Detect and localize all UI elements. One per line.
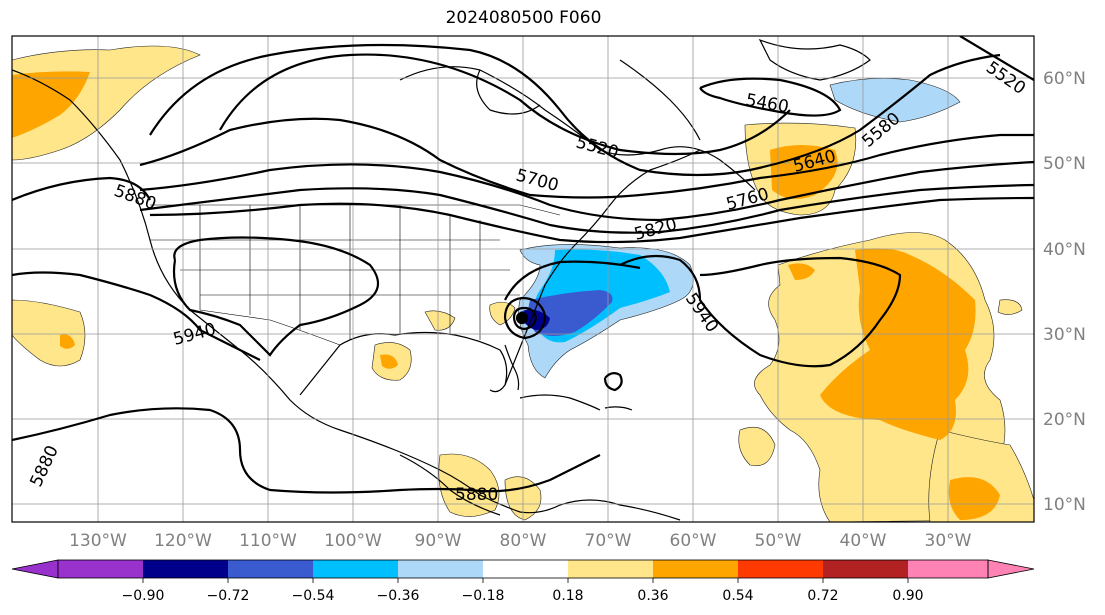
graticule bbox=[12, 36, 1034, 522]
colorbar-frame bbox=[57, 559, 989, 579]
greenland bbox=[758, 38, 871, 81]
negative-anomaly-fill bbox=[518, 78, 961, 379]
colorbar-tick-label: −0.54 bbox=[292, 588, 335, 604]
contour-5640 bbox=[139, 117, 1034, 199]
lat-label: 30°N bbox=[1043, 325, 1086, 345]
north-america-coast bbox=[12, 69, 561, 514]
colorbar: −0.90 −0.72 −0.54 −0.36 −0.18 0.18 0.36 … bbox=[11, 559, 1035, 604]
lon-label: 100°W bbox=[324, 531, 382, 551]
lat-label: 10°N bbox=[1043, 495, 1086, 515]
anomaly-fill-mexico-pacific bbox=[12, 299, 86, 367]
map-frame bbox=[11, 35, 1035, 523]
colorbar-tick-label: −0.36 bbox=[377, 588, 420, 604]
height-contours bbox=[12, 36, 1034, 494]
anomaly-fill-gulf-strong bbox=[380, 354, 398, 369]
us-canada-border bbox=[150, 204, 561, 216]
colorbar-bin bbox=[143, 560, 228, 578]
contour-5520-east bbox=[959, 36, 1034, 81]
colorbar-ticks bbox=[142, 578, 909, 583]
colorbar-tick-label: −0.18 bbox=[462, 588, 505, 604]
anomaly-fill-far-east bbox=[997, 299, 1023, 315]
colorbar-bin bbox=[823, 560, 908, 578]
anomaly-fill-alaska-strong bbox=[12, 71, 90, 138]
colorbar-tick-label: −0.72 bbox=[207, 588, 250, 604]
lon-label: 50°W bbox=[755, 531, 802, 551]
colorbar-tick-label: 0.54 bbox=[722, 588, 753, 604]
contour-5460 bbox=[699, 77, 842, 117]
colorbar-bin bbox=[398, 560, 483, 578]
contour-5940-ridge bbox=[172, 236, 380, 357]
contour-5760 bbox=[139, 183, 1034, 234]
map-panel: 5520 5460 5520 5580 5640 5700 5760 5820 … bbox=[12, 36, 1034, 522]
contour-5880-sw bbox=[12, 407, 601, 494]
contour-5880-north bbox=[12, 176, 151, 202]
east-coast bbox=[504, 149, 701, 386]
contour-label: 5880 bbox=[455, 485, 498, 505]
lat-label: 40°N bbox=[1043, 240, 1086, 260]
contour-hurricane-low-inner bbox=[512, 306, 538, 331]
lat-label: 60°N bbox=[1043, 69, 1086, 89]
lat-label: 20°N bbox=[1043, 410, 1086, 430]
lon-label: 90°W bbox=[415, 531, 462, 551]
anomaly-fill-southeast-us bbox=[489, 301, 516, 326]
colorbar-bin bbox=[568, 560, 653, 578]
hispaniola bbox=[604, 406, 633, 411]
lat-label: 50°N bbox=[1043, 154, 1086, 174]
anomaly-fill-mexico-strong bbox=[60, 334, 75, 349]
lon-label: 110°W bbox=[239, 531, 297, 551]
cuba bbox=[519, 394, 601, 411]
anomaly-fill-gulf-coast bbox=[424, 310, 456, 331]
colorbar-bin bbox=[908, 560, 988, 578]
anomaly-fill-east-pacific-small bbox=[738, 426, 776, 467]
colorbar-tick-label: 0.90 bbox=[892, 588, 923, 604]
anomaly-fill-hurricane-dark bbox=[528, 290, 613, 336]
contour-5700 bbox=[139, 160, 1034, 222]
contour-5940-atlantic bbox=[619, 254, 902, 368]
lon-label: 30°W bbox=[925, 531, 972, 551]
contour-5820 bbox=[149, 196, 1034, 244]
anomaly-fill-central-america bbox=[438, 453, 500, 517]
lon-label: 70°W bbox=[585, 531, 632, 551]
anomaly-fill-east-strong bbox=[948, 477, 1000, 520]
colorbar-min-extend bbox=[11, 559, 59, 579]
lon-label: 40°W bbox=[840, 531, 887, 551]
colorbar-tick-labels: −0.90 −0.72 −0.54 −0.36 −0.18 0.18 0.36 … bbox=[122, 588, 924, 604]
anomaly-fill-ne-atlantic-dot bbox=[788, 263, 815, 280]
contour-5580 bbox=[149, 43, 1001, 177]
colorbar-tick-label: 0.18 bbox=[552, 588, 583, 604]
contour-closed-small bbox=[603, 371, 623, 392]
colorbar-max-extend bbox=[987, 559, 1035, 579]
colorbar-tick-label: 0.72 bbox=[807, 588, 838, 604]
colorbar-tick-label: −0.90 bbox=[122, 588, 165, 604]
contour-hurricane-low-outer bbox=[503, 296, 547, 340]
lon-label: 80°W bbox=[500, 531, 547, 551]
colorbar-bin bbox=[228, 560, 313, 578]
south-america-coast bbox=[559, 499, 681, 521]
colorbar-bin bbox=[483, 560, 568, 578]
lon-label: 60°W bbox=[670, 531, 717, 551]
colorbar-bin bbox=[738, 560, 823, 578]
florida bbox=[504, 344, 520, 391]
contour-trough-arc bbox=[504, 260, 641, 301]
colorbar-tick-label: 0.36 bbox=[637, 588, 668, 604]
latitude-labels: 60°N 50°N 40°N 30°N 20°N 10°N bbox=[1043, 69, 1086, 515]
contour-low-inner-dot bbox=[515, 311, 529, 325]
colorbar-bin bbox=[58, 560, 143, 578]
contour-5880-south bbox=[12, 271, 261, 361]
hudson-bay bbox=[476, 69, 541, 115]
colorbar-bin bbox=[313, 560, 398, 578]
map-title: 2024080500 F060 bbox=[445, 8, 602, 28]
us-mexico-border bbox=[199, 309, 341, 346]
contour-5520-west bbox=[219, 53, 791, 156]
longitude-labels: 130°W 120°W 110°W 100°W 90°W 80°W 70°W 6… bbox=[69, 531, 972, 551]
lon-label: 130°W bbox=[69, 531, 127, 551]
anomaly-fill-atlantic-strong bbox=[820, 248, 976, 440]
colorbar-bin bbox=[653, 560, 738, 578]
lon-label: 120°W bbox=[154, 531, 212, 551]
